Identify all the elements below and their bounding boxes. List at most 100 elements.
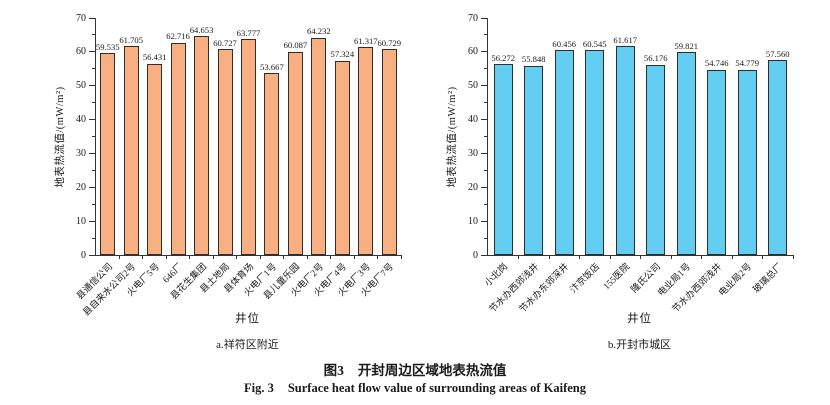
bar-value-label: 64.232 xyxy=(307,26,331,37)
y-tick-label: 30 xyxy=(468,147,478,159)
y-tick-label: 20 xyxy=(468,181,478,193)
y-tick-label: 50 xyxy=(468,80,478,92)
y-tick xyxy=(89,152,96,154)
x-tick xyxy=(762,255,763,259)
y-tick-label: 60 xyxy=(76,46,86,58)
y-tick-label: 40 xyxy=(76,114,86,126)
bar-value-label: 60.545 xyxy=(582,38,607,49)
bar xyxy=(493,64,513,255)
bar xyxy=(170,42,186,255)
y-tick xyxy=(89,254,96,256)
x-tick xyxy=(330,255,332,259)
bar-value-label: 56.431 xyxy=(142,52,167,63)
x-tick xyxy=(189,255,191,259)
bar xyxy=(334,60,350,255)
x-tick xyxy=(518,255,519,259)
x-tick xyxy=(212,255,214,259)
bar-value-label: 56.176 xyxy=(643,53,668,64)
x-tick xyxy=(236,255,238,259)
bar-value-label: 61.705 xyxy=(119,34,143,45)
x-tick xyxy=(731,255,733,259)
x-tick xyxy=(377,255,379,259)
panel-caption-b: b.开封市城区 xyxy=(607,339,672,351)
bar xyxy=(524,65,544,255)
bar-value-label: 62.716 xyxy=(166,31,190,42)
x-tick xyxy=(609,255,611,259)
bar xyxy=(676,52,696,255)
x-tick xyxy=(259,255,261,259)
x-tick xyxy=(400,255,402,259)
bar-value-label: 54.746 xyxy=(704,58,729,69)
y-tick-label: 0 xyxy=(473,249,478,261)
bar-value-label: 57.324 xyxy=(330,49,355,60)
y-minor-tick xyxy=(484,68,488,70)
y-minor-tick xyxy=(92,169,96,171)
x-tick xyxy=(670,255,672,259)
y-minor-tick xyxy=(484,136,488,137)
y-tick-label: 30 xyxy=(76,147,86,159)
bar-value-label: 60.729 xyxy=(377,37,402,48)
plot-area-b: 地表热流值/(mW/m²) 0 10 20 30 40 50 60 70 56.272 小北岗 55… xyxy=(447,13,794,315)
figure-caption-zh-label: 图3 xyxy=(323,363,344,378)
y-tick xyxy=(89,17,96,19)
bar-value-label: 60.087 xyxy=(283,40,308,51)
bar-value-label: 60.727 xyxy=(213,37,237,48)
bar xyxy=(287,51,303,255)
y-tick xyxy=(89,186,96,188)
x-tick xyxy=(142,255,144,259)
bar xyxy=(311,37,327,255)
bar-value-label: 63.777 xyxy=(236,27,261,38)
y-tick-label: 50 xyxy=(76,80,86,92)
bar-value-label: 59.821 xyxy=(674,40,699,51)
bar-value-label: 57.560 xyxy=(765,48,790,59)
y-tick xyxy=(481,220,488,222)
panel-caption-a: a.祥符区附近 xyxy=(216,339,279,351)
figure-caption-en: Fig. 3 Surface heat flow value of surroun… xyxy=(0,381,830,396)
y-minor-tick xyxy=(92,68,96,70)
y-tick xyxy=(89,51,96,53)
y-tick xyxy=(89,220,96,222)
bar xyxy=(646,64,666,255)
y-tick xyxy=(481,152,488,154)
figure-caption-zh: 图3 开封周边区域地表热流值 xyxy=(0,359,830,379)
figure-caption-en-label: Fig. 3 xyxy=(243,381,274,395)
bar xyxy=(123,46,139,255)
y-tick xyxy=(481,119,488,121)
bar-value-label: 61.617 xyxy=(613,34,638,45)
x-axis-title-a: 井位 xyxy=(235,313,260,325)
bar-value-label: 54.779 xyxy=(735,58,760,69)
x-tick xyxy=(306,255,308,259)
bar xyxy=(585,50,605,255)
bar xyxy=(381,49,397,255)
bar-value-label: 61.317 xyxy=(353,35,378,46)
x-axis-title-b: 井位 xyxy=(627,313,652,325)
bar xyxy=(554,50,574,255)
x-tick xyxy=(640,255,641,259)
bar xyxy=(100,53,116,255)
x-tick xyxy=(548,255,550,259)
bar-value-label: 56.272 xyxy=(491,52,516,63)
y-tick-label: 60 xyxy=(468,46,478,58)
x-tick xyxy=(701,255,702,259)
y-tick xyxy=(481,17,488,19)
x-tick xyxy=(579,255,580,259)
figure-caption-zh-text: 开封周边区域地表热流值 xyxy=(357,363,507,378)
y-tick xyxy=(481,186,488,188)
chart-panel-b: 地表热流值/(mW/m²) 0 10 20 30 40 50 60 70 56.272 小北岗 55… xyxy=(432,10,818,358)
y-tick xyxy=(89,85,96,87)
y-minor-tick xyxy=(484,102,488,104)
bar xyxy=(707,69,727,255)
x-tick xyxy=(792,255,794,259)
y-tick xyxy=(481,254,488,256)
y-minor-tick xyxy=(484,34,488,36)
chart-panel-a: 地表热流值/(mW/m²) 0 10 20 30 40 50 60 70 59.535 县通信公司… xyxy=(40,10,426,358)
bar xyxy=(241,39,256,255)
bar xyxy=(615,46,635,255)
y-minor-tick xyxy=(484,203,488,205)
bar xyxy=(194,36,210,255)
bar xyxy=(737,69,757,255)
x-tick xyxy=(118,255,120,259)
y-tick-label: 0 xyxy=(81,249,86,261)
y-minor-tick xyxy=(92,237,96,239)
